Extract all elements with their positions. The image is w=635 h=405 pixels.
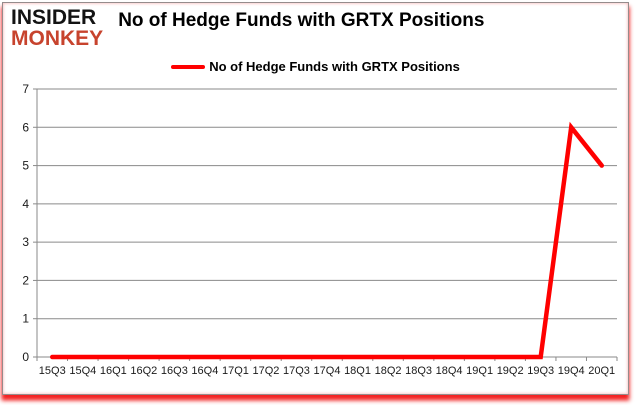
y-tick-label: 1 [22, 312, 29, 326]
legend-label: No of Hedge Funds with GRTX Positions [209, 59, 460, 74]
x-tick-label: 16Q2 [130, 365, 157, 377]
x-tick-label: 18Q2 [375, 365, 402, 377]
x-tick-label: 16Q3 [161, 365, 188, 377]
x-tick-label: 16Q4 [191, 365, 218, 377]
x-tick-label: 18Q4 [436, 365, 463, 377]
x-tick-label: 20Q1 [588, 365, 615, 377]
y-tick-label: 2 [22, 273, 29, 287]
x-tick-label: 16Q1 [100, 365, 127, 377]
y-tick-label: 5 [22, 159, 29, 173]
x-tick-label: 19Q2 [497, 365, 524, 377]
line-chart-plot: 0 1 2 3 4 5 6 7 15Q3 15Q4 16Q1 16Q2 16Q3 16Q4 17Q1 17Q2… [22, 82, 618, 377]
x-tick-label: 18Q3 [405, 365, 432, 377]
data-series-line [50, 121, 604, 360]
x-tick-label: 15Q4 [69, 365, 96, 377]
legend-line-swatch [171, 64, 206, 69]
chart-card: INSIDER MONKEY No of Hedge Funds with GR… [2, 2, 629, 395]
y-tick-label: 7 [22, 82, 29, 96]
x-tick-label: 19Q4 [558, 365, 585, 377]
logo-text-monkey: MONKEY [11, 26, 104, 50]
x-tick-label: 17Q1 [222, 365, 249, 377]
chart-title: No of Hedge Funds with GRTX Positions [118, 9, 485, 31]
x-tick-label: 19Q1 [466, 365, 493, 377]
x-tick-label: 18Q1 [344, 365, 371, 377]
y-tick-label: 3 [22, 235, 29, 249]
chart-header: INSIDER MONKEY No of Hedge Funds with GR… [11, 6, 485, 50]
y-tick-label: 0 [22, 350, 29, 364]
insider-monkey-logo: INSIDER MONKEY [11, 6, 104, 50]
logo-text-insider: INSIDER [11, 6, 97, 29]
x-tick-label: 17Q3 [283, 365, 310, 377]
y-tick-label: 6 [22, 120, 29, 134]
x-tick-label: 15Q3 [39, 365, 66, 377]
x-tick-label: 19Q3 [527, 365, 554, 377]
y-tick-label: 4 [22, 197, 29, 211]
x-tick-label: 17Q4 [314, 365, 341, 377]
x-tick-label: 17Q2 [252, 365, 279, 377]
chart-legend: No of Hedge Funds with GRTX Positions [3, 59, 628, 74]
